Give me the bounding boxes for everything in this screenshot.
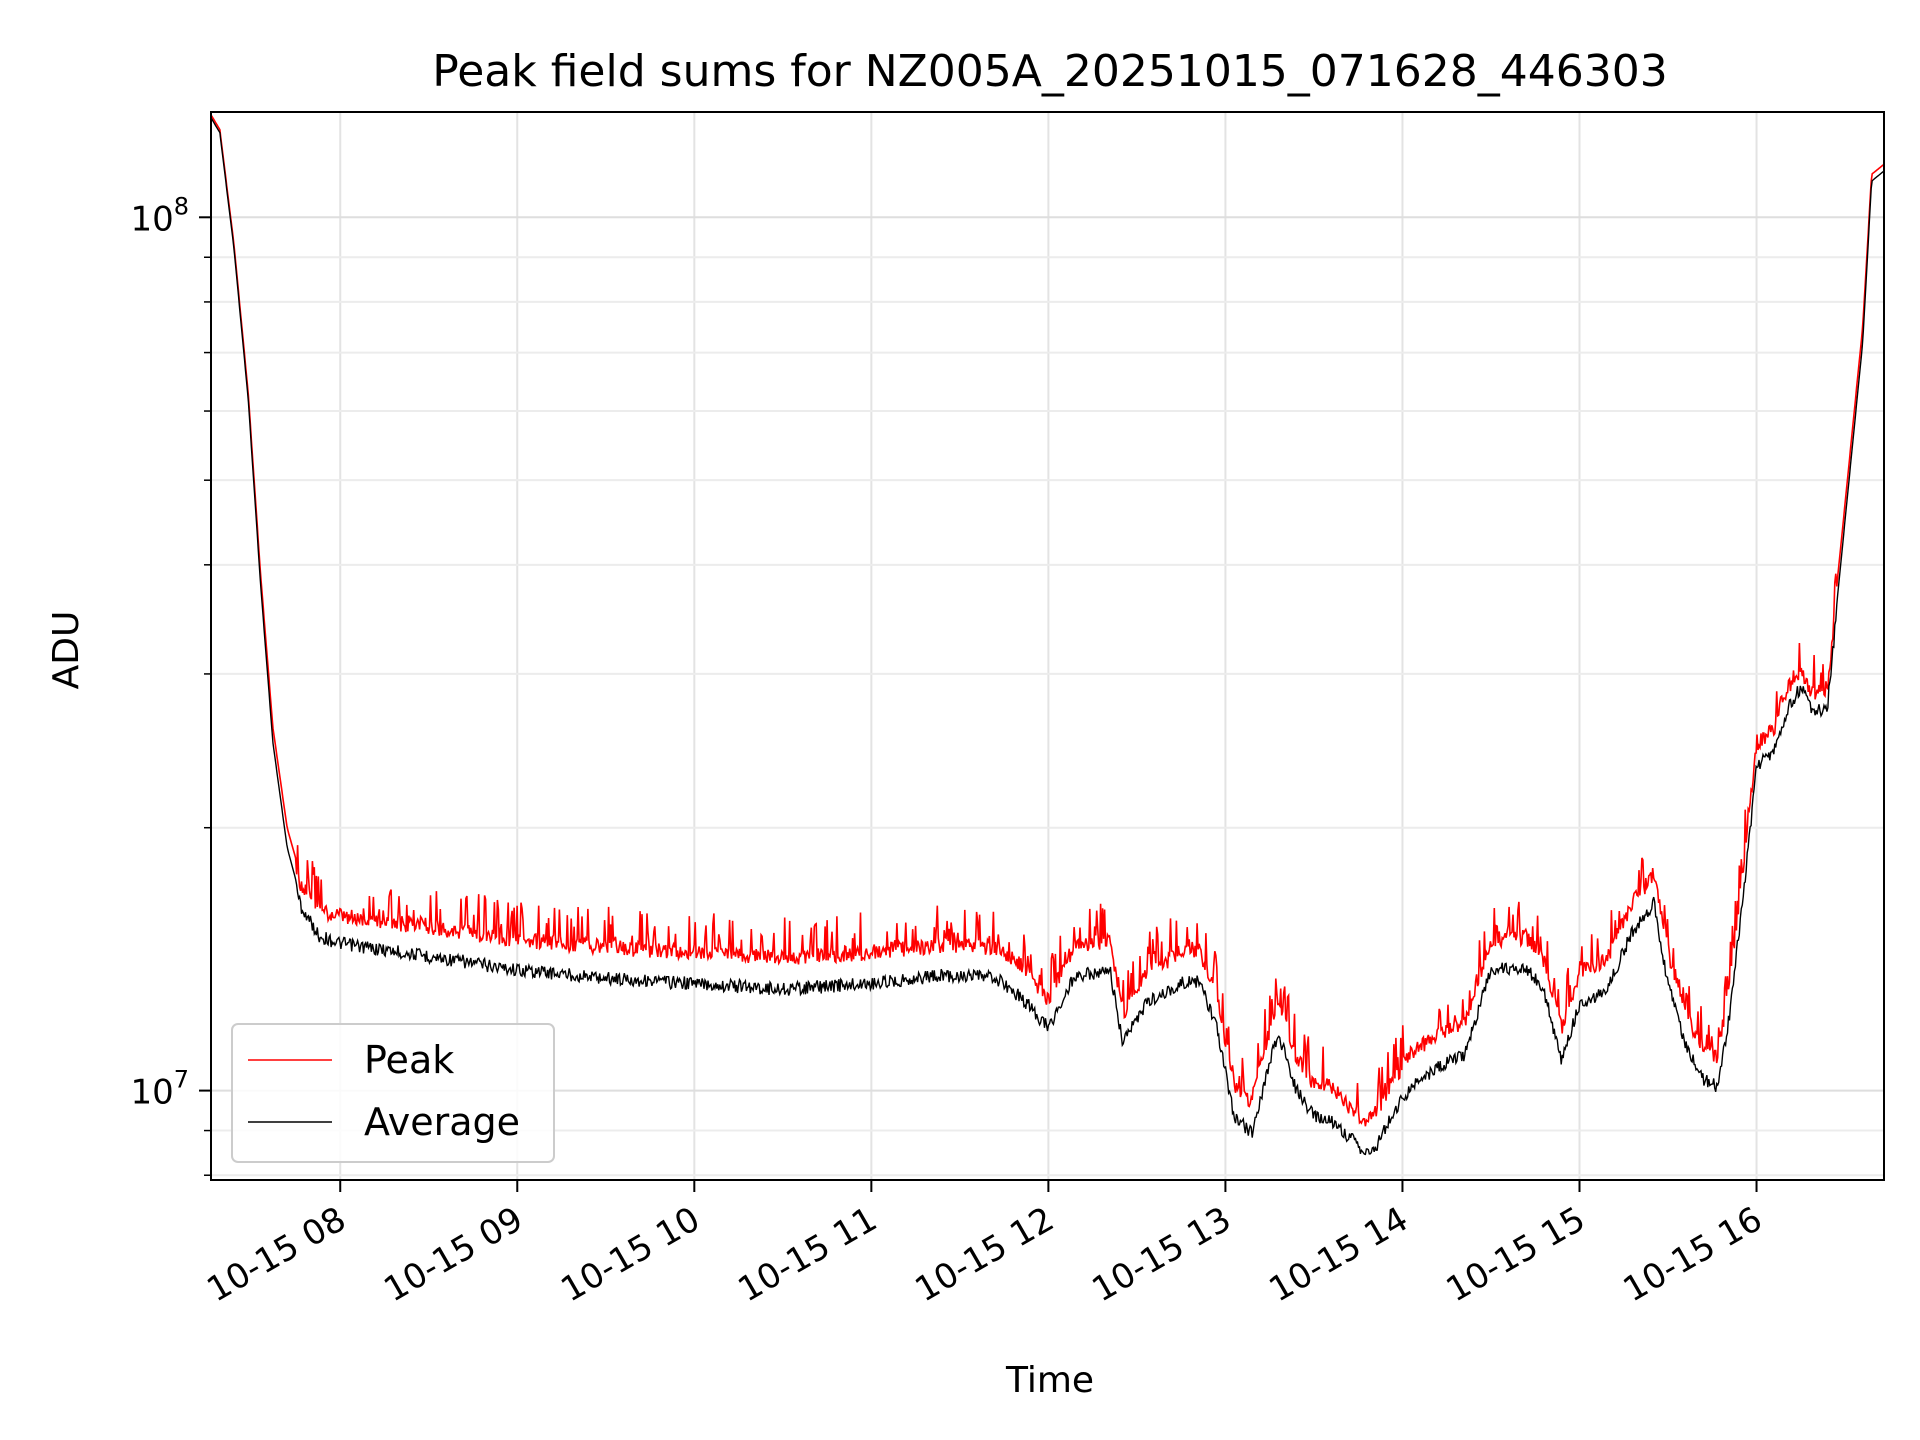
y-tick-base: 10 [130,199,173,239]
y-tick-label: 107 [130,1066,189,1113]
x-axis-label: Time [1005,1360,1094,1401]
series-line-average [211,117,1884,1156]
legend-label-peak: Peak [364,1038,454,1082]
y-tick-exponent: 7 [174,1066,189,1094]
series-group [211,114,1884,1156]
legend-label-average: Average [364,1100,520,1144]
y-axis-label: ADU [46,611,87,690]
legend: Peak Average [231,1023,555,1163]
y-tick-exponent: 8 [174,192,189,220]
legend-box [231,1023,555,1163]
y-tick-base: 10 [130,1073,173,1113]
series-line-peak [211,114,1884,1127]
chart-title: Peak field sums for NZ005A_20251015_0716… [432,46,1667,97]
y-tick-label: 108 [130,192,189,239]
grid [211,112,1884,1180]
